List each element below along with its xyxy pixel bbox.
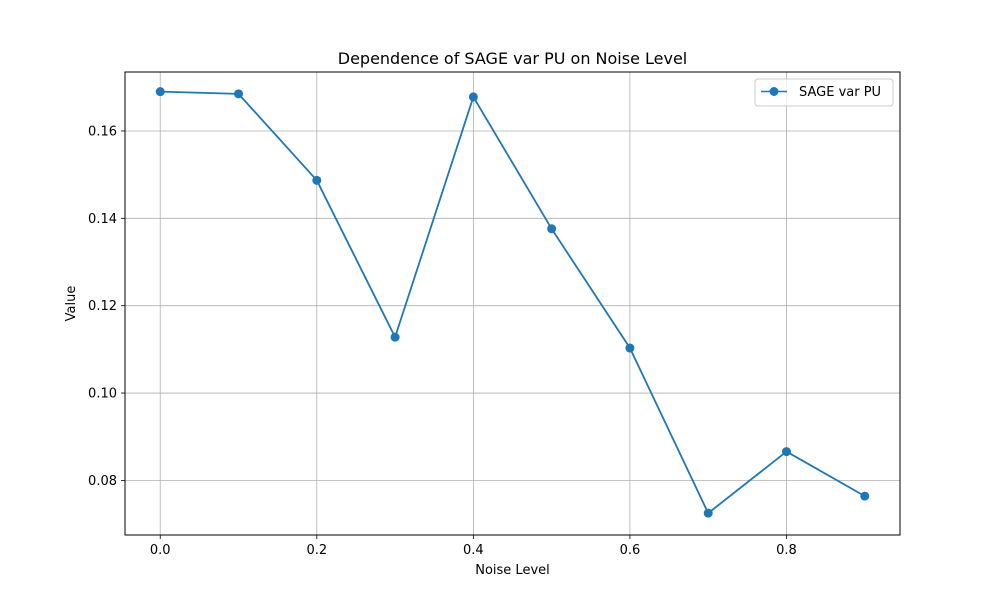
data-point [781, 447, 791, 457]
x-tick-label: 0.8 [776, 543, 797, 558]
data-point [547, 224, 557, 234]
x-tick-label: 0.2 [306, 543, 327, 558]
data-point [703, 508, 713, 518]
y-axis-label: Value [64, 286, 79, 322]
y-tick-label: 0.08 [88, 474, 117, 489]
legend-marker-swatch [769, 87, 779, 96]
data-point [625, 343, 635, 353]
x-axis-label: Noise Level [475, 563, 550, 578]
data-point [390, 332, 400, 342]
grid-lines [125, 72, 900, 535]
data-point [155, 87, 165, 97]
y-tick-label: 0.16 [88, 124, 117, 139]
series-layer [155, 87, 870, 518]
y-tick-label: 0.14 [88, 212, 117, 227]
y-tick-label: 0.12 [88, 299, 117, 314]
axis-ticks: 0.0 0.2 0.4 0.6 0.8 0.08 0.10 0.12 0.14 0.16 [88, 124, 797, 558]
legend: SAGE var PU [754, 78, 894, 107]
data-point [860, 491, 870, 501]
series-line [160, 90, 866, 515]
data-point [468, 92, 478, 102]
x-tick-label: 0.4 [463, 543, 484, 558]
y-tick-label: 0.10 [88, 387, 117, 402]
legend-box [754, 78, 894, 107]
x-tick-label: 0.6 [620, 543, 641, 558]
x-tick-label: 0.0 [150, 543, 171, 558]
legend-label: SAGE var PU [799, 85, 881, 100]
data-point [312, 175, 322, 185]
plot-area-frame [124, 71, 901, 536]
chart-title: Dependence of SAGE var PU on Noise Level [338, 49, 688, 68]
data-point [234, 89, 244, 99]
